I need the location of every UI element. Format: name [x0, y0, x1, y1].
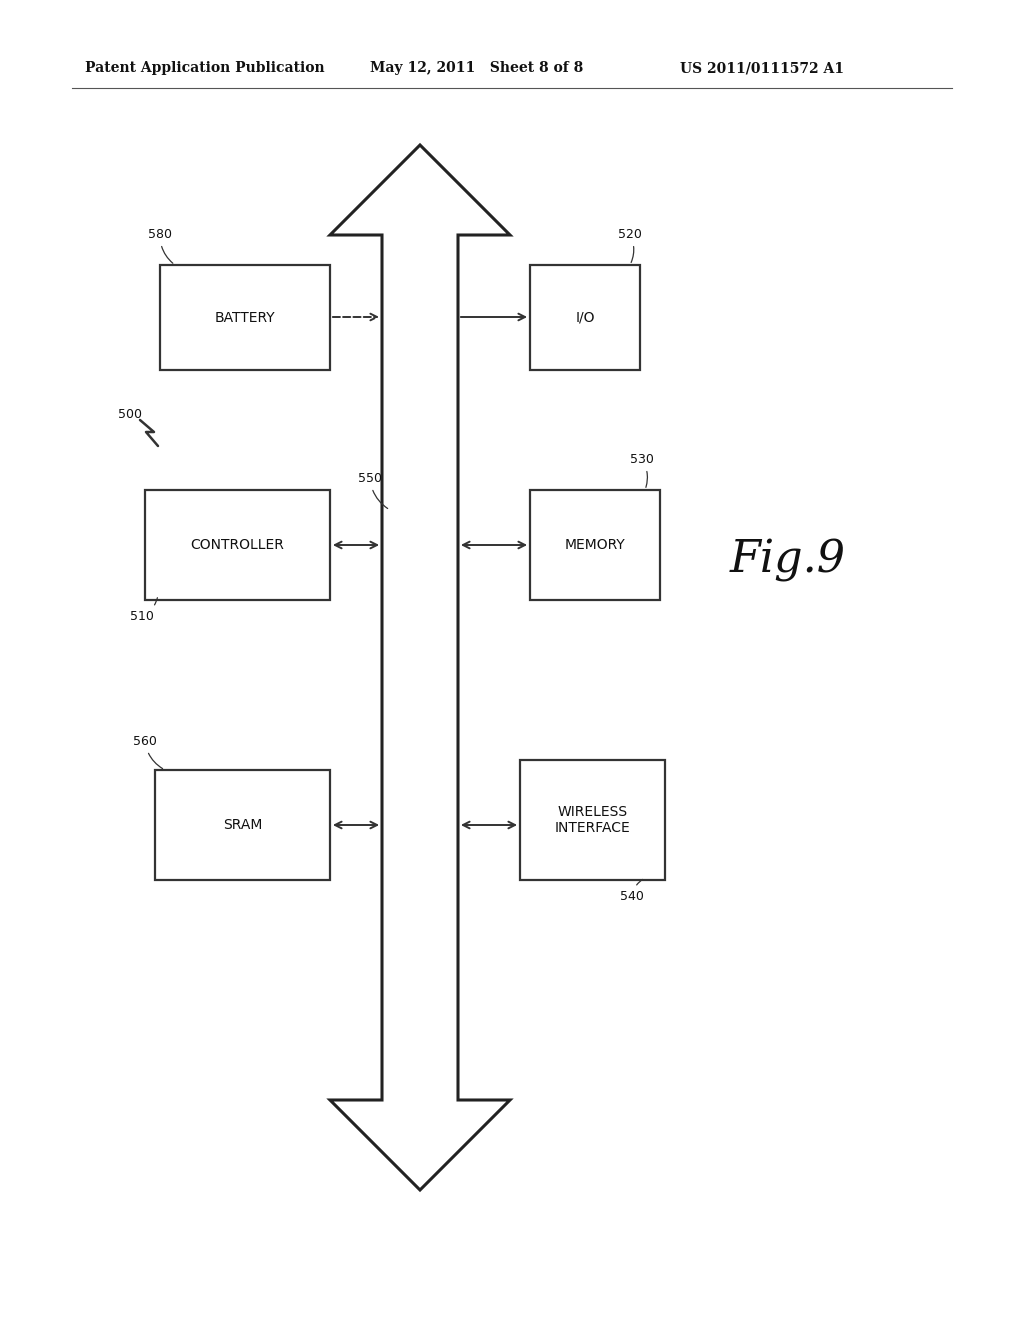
Text: 540: 540: [620, 879, 644, 903]
Text: I/O: I/O: [575, 310, 595, 325]
Text: WIRELESS
INTERFACE: WIRELESS INTERFACE: [555, 805, 631, 836]
Text: 530: 530: [630, 453, 654, 487]
Text: 500: 500: [118, 408, 142, 421]
Bar: [530, 265, 640, 370]
Text: 550: 550: [358, 473, 388, 508]
Text: US 2011/0111572 A1: US 2011/0111572 A1: [680, 61, 844, 75]
Text: MEMORY: MEMORY: [564, 539, 626, 552]
Text: May 12, 2011   Sheet 8 of 8: May 12, 2011 Sheet 8 of 8: [370, 61, 584, 75]
Polygon shape: [330, 145, 510, 1191]
Text: 560: 560: [133, 735, 163, 768]
Text: 520: 520: [618, 228, 642, 263]
Text: BATTERY: BATTERY: [215, 310, 275, 325]
Text: Patent Application Publication: Patent Application Publication: [85, 61, 325, 75]
Text: 510: 510: [130, 598, 158, 623]
Bar: [155, 770, 330, 880]
Text: Fig.9: Fig.9: [730, 539, 846, 582]
Bar: [160, 265, 330, 370]
Bar: [520, 760, 665, 880]
Text: SRAM: SRAM: [223, 818, 262, 832]
Text: 580: 580: [148, 228, 173, 263]
Text: CONTROLLER: CONTROLLER: [190, 539, 285, 552]
Bar: [530, 490, 660, 601]
Bar: [145, 490, 330, 601]
